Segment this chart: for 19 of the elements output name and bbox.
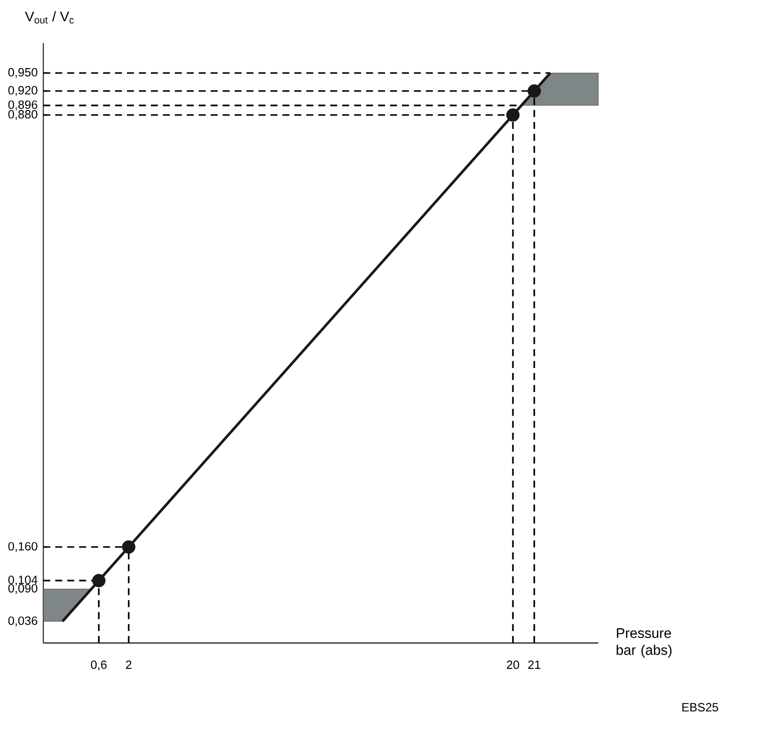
y-tick-label: 0,036 [8,616,38,626]
y-axis-title: V$_{out}$ / V$_{c}$ [24,11,74,24]
y-tick-label: 0,896 [8,100,38,110]
point [122,540,136,554]
y-tick-label: 0,090 [8,584,38,594]
y-tick-label: 0,104 [8,576,38,586]
y-tick-label: 0,950 [8,68,38,78]
y-tick-label: 0,880 [8,110,38,120]
point [506,108,520,122]
x-tick-label: 21 [528,660,540,669]
x-tick-label: 0,6 [90,660,107,670]
x-axis-title: Pressure bar (abs) [616,628,672,658]
point [528,84,541,98]
y-tick-label: 0,920 [8,86,38,96]
x-tick-label: 2 [126,660,132,669]
y-tick-label: 0,160 [8,542,38,552]
point [92,574,106,588]
x-tick-label: 20 [506,660,520,669]
text: EBS25 [682,703,718,712]
